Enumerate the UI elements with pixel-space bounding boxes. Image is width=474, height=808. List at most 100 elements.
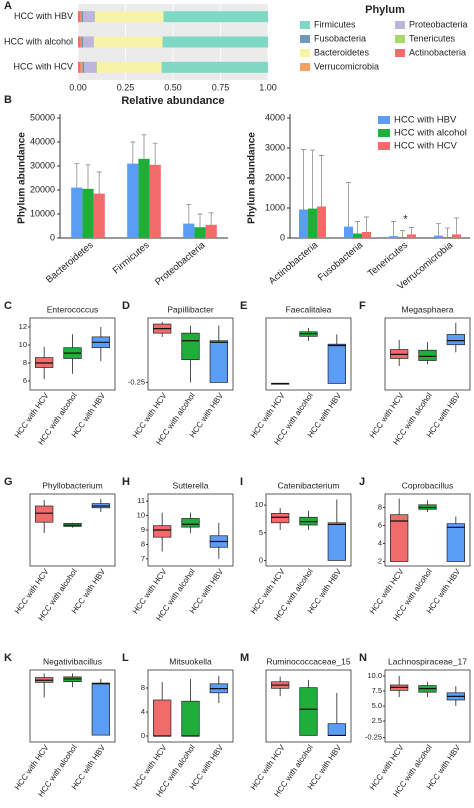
y-tick-label: 2000 <box>265 172 285 182</box>
bar-segment <box>97 61 162 73</box>
legend-label: HCC with HCV <box>394 141 457 152</box>
y-tick-label: 40000 <box>30 136 55 146</box>
y-tick-label: 0 <box>259 555 263 564</box>
x-tick-label: 0.50 <box>164 82 182 92</box>
y-tick-label: 6 <box>378 520 382 529</box>
error-bar <box>436 223 441 236</box>
plot-frame <box>384 317 471 391</box>
y-tick-label: 10 <box>255 500 263 509</box>
plot-frame <box>147 317 234 391</box>
bar <box>127 163 139 238</box>
y-tick-label: 2.5 <box>372 716 382 725</box>
chart-title: Negativibacillus <box>43 656 102 666</box>
panel-label: B <box>4 94 12 106</box>
error-bar <box>96 171 102 194</box>
plot-frame <box>265 493 352 567</box>
y-tick-label: 20000 <box>30 184 55 194</box>
legend-label: Bacteroidetes <box>314 47 370 57</box>
chart-title: Ruminococcaceae_15 <box>266 656 350 666</box>
y-tick-label: 8 <box>378 502 382 511</box>
error-bar <box>152 142 158 165</box>
y-tick-label: 7.5 <box>372 686 382 695</box>
legend-swatch <box>395 35 405 43</box>
bar <box>71 187 83 238</box>
error-bar <box>197 213 203 228</box>
x-axis-label: Relative abundance <box>121 95 224 107</box>
chart-title: Papillibacter <box>167 304 213 314</box>
chart-title: Sutterella <box>173 480 209 490</box>
panel-label: E <box>240 300 247 312</box>
error-bar <box>74 163 80 188</box>
panel-label: I <box>240 476 243 488</box>
y-tick-label: 4 <box>378 538 382 547</box>
bar-segment <box>83 11 95 23</box>
plot-frame <box>29 493 116 567</box>
bar-segment <box>78 11 81 23</box>
error-bar <box>355 221 360 234</box>
y-tick-label: 8 <box>141 683 145 692</box>
error-bar <box>346 182 351 227</box>
y-tick-label: 10000 <box>30 208 55 218</box>
bar-segment <box>83 36 94 48</box>
x-tick-label: Fusobacteria <box>316 239 366 283</box>
legend-swatch <box>300 63 310 71</box>
chart-title: Mitsuokella <box>169 656 212 666</box>
panel-label: G <box>4 476 13 488</box>
legend-label: Proteobacteria <box>409 19 468 29</box>
y-tick-label: 10.0 <box>367 671 382 680</box>
panel-label: D <box>122 300 130 312</box>
bar-segment <box>80 61 83 73</box>
y-tick-label: 5 <box>259 528 263 537</box>
plot-frame <box>265 669 352 743</box>
legend-swatch <box>395 49 405 57</box>
error-bar <box>208 212 214 225</box>
legend-swatch <box>378 116 390 124</box>
y-tick-label: HCC with HCV <box>13 62 73 72</box>
bar <box>299 209 308 238</box>
panel-label: A <box>4 0 12 12</box>
legend-label: Fusobacteria <box>314 33 366 43</box>
bar-segment <box>94 36 163 48</box>
legend-label: Firmicutes <box>314 19 356 29</box>
y-tick-label: 3000 <box>265 142 285 152</box>
bar-segment <box>78 61 81 73</box>
y-tick-label: 6 <box>23 376 27 385</box>
chart-title: Megasphaera <box>402 304 454 314</box>
y-tick-label: 0 <box>280 232 285 242</box>
legend-swatch <box>395 21 405 29</box>
x-tick-label: Tenericutes <box>366 240 410 280</box>
legend-label: HCC with HBV <box>394 115 457 126</box>
error-bar <box>130 141 136 164</box>
error-bar <box>85 164 91 189</box>
y-tick-label: 8 <box>23 358 27 367</box>
error-bar <box>141 134 147 159</box>
bar <box>138 158 150 238</box>
bar-segment <box>82 61 85 73</box>
y-tick-label: 0 <box>50 232 55 242</box>
y-tick-label: -0.25 <box>365 732 382 741</box>
box <box>91 682 110 736</box>
bar-segment <box>95 11 164 23</box>
panel-label: C <box>4 300 12 312</box>
chart-title: Phyllobacterium <box>42 480 102 490</box>
box <box>446 523 465 562</box>
y-tick-label: 1000 <box>265 202 285 212</box>
error-bar <box>301 149 306 210</box>
error-bar <box>319 155 324 207</box>
error-bar <box>186 203 192 224</box>
bar <box>317 206 326 238</box>
legend-swatch <box>300 35 310 43</box>
y-tick-label: 10 <box>19 340 27 349</box>
bar <box>443 237 452 238</box>
panel-label: J <box>359 476 365 488</box>
box <box>327 723 346 736</box>
bar <box>93 193 105 238</box>
y-tick-label: 0 <box>141 731 145 740</box>
bar-segment <box>163 11 268 23</box>
bar-segment <box>161 61 268 73</box>
error-bar <box>364 216 369 232</box>
bar <box>82 188 94 238</box>
y-tick-label: 11 <box>137 496 145 505</box>
box <box>35 505 54 523</box>
